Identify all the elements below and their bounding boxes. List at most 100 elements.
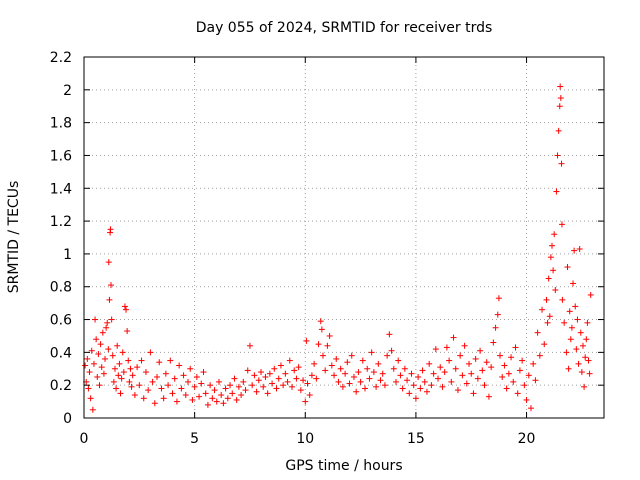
data-point bbox=[410, 382, 417, 389]
data-point bbox=[576, 245, 583, 252]
data-point bbox=[423, 388, 430, 395]
data-point bbox=[587, 291, 594, 298]
data-point bbox=[189, 396, 196, 403]
data-point bbox=[165, 382, 172, 389]
data-point bbox=[110, 378, 117, 385]
data-point bbox=[244, 367, 251, 374]
data-point bbox=[555, 127, 562, 134]
data-point bbox=[297, 387, 304, 394]
data-point bbox=[393, 378, 399, 385]
data-point bbox=[331, 372, 338, 379]
data-point bbox=[570, 280, 577, 287]
data-point bbox=[582, 354, 589, 361]
data-point bbox=[550, 267, 557, 274]
data-point bbox=[441, 369, 448, 376]
data-point bbox=[89, 406, 96, 413]
data-point bbox=[114, 342, 121, 349]
data-point bbox=[127, 365, 134, 372]
data-point bbox=[109, 352, 116, 359]
data-point bbox=[452, 365, 459, 372]
data-point bbox=[326, 332, 333, 339]
data-point bbox=[162, 370, 169, 377]
data-point bbox=[566, 308, 573, 315]
data-point bbox=[204, 401, 211, 408]
data-point bbox=[375, 360, 382, 367]
data-point bbox=[503, 385, 510, 392]
data-point bbox=[106, 296, 113, 303]
data-point bbox=[541, 341, 548, 348]
data-point bbox=[342, 370, 349, 377]
data-point bbox=[94, 373, 101, 380]
data-point bbox=[322, 367, 329, 374]
data-point bbox=[185, 378, 191, 385]
plot-frame bbox=[83, 56, 605, 419]
data-point bbox=[586, 370, 593, 377]
grid-lines bbox=[84, 57, 604, 418]
data-point bbox=[583, 336, 590, 343]
data-point bbox=[115, 372, 122, 379]
data-point bbox=[231, 375, 238, 382]
data-point bbox=[527, 405, 534, 412]
data-point bbox=[574, 316, 581, 323]
data-point bbox=[134, 364, 141, 371]
data-point bbox=[439, 383, 446, 390]
data-point bbox=[501, 362, 508, 369]
data-point bbox=[284, 378, 291, 385]
data-point bbox=[499, 373, 506, 380]
data-point bbox=[140, 395, 147, 402]
data-point bbox=[328, 362, 335, 369]
data-point bbox=[304, 380, 311, 387]
x-tick-label: 20 bbox=[518, 431, 536, 447]
data-point bbox=[182, 392, 189, 399]
data-point bbox=[348, 352, 355, 359]
data-point bbox=[235, 383, 242, 390]
data-point bbox=[494, 311, 501, 318]
data-point bbox=[556, 103, 563, 110]
data-point bbox=[151, 400, 158, 407]
data-point bbox=[512, 344, 519, 351]
data-point bbox=[317, 318, 324, 325]
data-point bbox=[474, 375, 481, 382]
data-point bbox=[381, 382, 388, 389]
data-point bbox=[251, 372, 258, 379]
data-point bbox=[585, 357, 592, 364]
data-point bbox=[207, 382, 214, 389]
data-point bbox=[339, 383, 346, 390]
data-point bbox=[92, 316, 99, 323]
data-point bbox=[224, 395, 231, 402]
data-point bbox=[448, 378, 455, 385]
data-point bbox=[577, 329, 584, 336]
data-point bbox=[534, 329, 541, 336]
data-point bbox=[565, 365, 572, 372]
chart-title: Day 055 of 2024, SRMTID for receiver trd… bbox=[196, 20, 493, 36]
data-point bbox=[337, 365, 344, 372]
y-tick-label: 1.2 bbox=[50, 214, 72, 230]
data-point bbox=[229, 390, 236, 397]
data-point bbox=[178, 385, 185, 392]
data-point bbox=[266, 370, 273, 377]
data-point bbox=[95, 351, 102, 358]
y-tick-label: 1.8 bbox=[50, 116, 72, 132]
data-point bbox=[466, 360, 473, 367]
data-point bbox=[97, 341, 104, 348]
data-point bbox=[82, 362, 89, 369]
data-point bbox=[559, 296, 566, 303]
data-point bbox=[200, 369, 207, 376]
data-point bbox=[215, 378, 222, 385]
data-point bbox=[269, 380, 276, 387]
data-point bbox=[567, 336, 574, 343]
data-point bbox=[233, 396, 240, 403]
data-point bbox=[406, 390, 413, 397]
data-point bbox=[404, 377, 411, 384]
data-point bbox=[104, 319, 111, 326]
data-point bbox=[563, 349, 570, 356]
data-point bbox=[273, 385, 280, 392]
data-point bbox=[116, 360, 123, 367]
data-point bbox=[366, 375, 373, 382]
data-point bbox=[357, 378, 364, 385]
data-point bbox=[353, 388, 360, 395]
data-point bbox=[154, 373, 161, 380]
data-point bbox=[173, 398, 180, 405]
data-point bbox=[370, 369, 377, 376]
